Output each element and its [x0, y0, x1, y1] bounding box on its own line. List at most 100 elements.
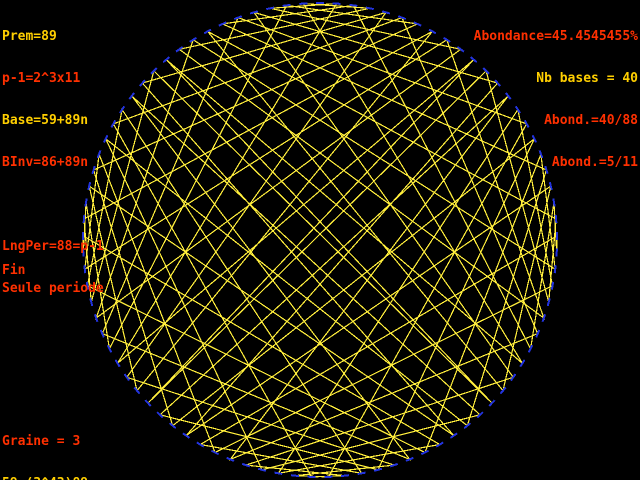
circle-point-tick — [488, 399, 496, 407]
circle-point-tick — [290, 474, 300, 478]
spacer-line — [2, 198, 104, 212]
circle-point-tick — [210, 449, 220, 456]
circle-point-tick — [413, 21, 422, 27]
circle-point-tick — [510, 373, 517, 382]
circle-point-tick — [463, 422, 472, 429]
abond-reduced: Abond.=5/11 — [551, 155, 638, 170]
circle-point-tick — [494, 79, 502, 87]
circle-point-tick — [196, 441, 205, 448]
circle-point-tick — [133, 386, 141, 395]
circle-point-tick — [114, 359, 121, 368]
circle-point-tick — [110, 119, 117, 128]
circle-point-tick — [456, 46, 465, 53]
circle-point-tick — [257, 467, 267, 472]
circle-point-tick — [554, 215, 558, 224]
circle-point-tick — [405, 456, 414, 462]
circle-point-tick — [128, 92, 135, 100]
circle-point-tick — [531, 134, 537, 143]
circle-point-tick — [282, 3, 291, 7]
param-p-minus-1: p-1=2^3x11 — [2, 71, 81, 86]
circle-point-tick — [241, 462, 251, 468]
circle-point-tick — [203, 28, 212, 35]
circle-point-tick — [249, 10, 259, 15]
circle-point-tick — [535, 329, 541, 338]
status-text: Fin — [2, 263, 26, 278]
circle-point-tick — [389, 462, 399, 468]
circle-point-tick — [89, 297, 94, 307]
param-periode: Seule periode — [2, 281, 104, 296]
nb-bases: Nb bases = 40 — [536, 71, 638, 86]
circle-point-tick — [332, 2, 341, 5]
abondance-percent: Abondance=45.4545455% — [473, 29, 638, 44]
circle-point-tick — [96, 150, 102, 159]
circle-point-tick — [182, 432, 191, 439]
circle-point-tick — [218, 21, 227, 27]
circle-point-tick — [103, 134, 109, 143]
circle-point-tick — [519, 359, 526, 368]
circle-point-tick — [552, 198, 556, 207]
circle-point-tick — [156, 411, 164, 419]
circle-point-tick — [527, 344, 534, 353]
circle-point-tick — [505, 92, 512, 100]
circle-point-tick — [499, 386, 507, 395]
circle-point-tick — [442, 36, 451, 43]
circle-point-tick — [189, 36, 198, 43]
circle-point-tick — [119, 105, 126, 114]
graine: Graine = 3 — [2, 434, 81, 449]
circle-point-tick — [162, 56, 170, 63]
param-lngper: LngPer=88=p-1 — [2, 239, 104, 254]
circle-point-tick — [449, 432, 458, 439]
circle-point-tick — [523, 119, 530, 128]
circle-point-tick — [84, 198, 88, 207]
circle-point-tick — [274, 471, 283, 475]
circle-point-tick — [541, 313, 547, 323]
power-43: 59-(3^43)89 — [2, 477, 88, 480]
circle-point-tick — [299, 2, 308, 5]
circle-point-tick — [435, 441, 444, 448]
circle-point-tick — [83, 265, 87, 274]
circle-point-tick — [106, 344, 113, 353]
circle-point-tick — [144, 399, 152, 407]
circle-point-tick — [514, 105, 521, 114]
param-base: Base=59+89n — [2, 113, 89, 128]
circle-point-tick — [428, 28, 437, 35]
circle-point-tick — [82, 215, 86, 224]
circle-point-tick — [544, 165, 549, 175]
circle-point-tick — [266, 6, 275, 11]
circle-point-tick — [93, 313, 99, 323]
circle-point-tick — [99, 329, 105, 338]
circle-point-tick — [233, 15, 243, 20]
circle-point-tick — [553, 265, 557, 274]
circle-point-tick — [138, 79, 146, 87]
circle-point-tick — [87, 181, 92, 191]
circle-point-tick — [482, 67, 490, 75]
circle-point-tick — [550, 281, 555, 290]
circle-point-tick — [397, 15, 407, 20]
circle-point-tick — [357, 471, 366, 475]
circle-point-tick — [420, 449, 430, 456]
prime-params-block: Prem=89 p-1=2^3x11 Base=59+89n BInv=86+8… — [2, 2, 104, 324]
circle-point-tick — [476, 411, 484, 419]
circle-point-tick — [349, 3, 358, 7]
author-credit: Ph.Kolitcheff — [537, 461, 639, 480]
circle-point-tick — [381, 10, 391, 15]
circle-point-tick — [175, 46, 184, 53]
circle-point-tick — [548, 181, 553, 191]
status-fin: Fin — [2, 236, 33, 306]
param-binv: BInv=86+89n — [2, 155, 89, 170]
circle-point-tick — [340, 474, 350, 478]
circle-point-tick — [91, 165, 96, 175]
circle-point-tick — [150, 67, 158, 75]
abundance-block: Abondance=45.4545455% Nb bases = 40 Abon… — [474, 2, 638, 198]
param-prem: Prem=89 — [2, 29, 57, 44]
abond-fraction: Abond.=40/88 — [544, 113, 638, 128]
circle-point-tick — [373, 467, 383, 472]
circle-point-tick — [546, 297, 551, 307]
circle-point-tick — [538, 150, 544, 159]
circle-point-tick — [168, 422, 177, 429]
circle-point-tick — [226, 456, 235, 462]
circle-point-tick — [123, 373, 130, 382]
circle-point-tick — [470, 56, 478, 63]
